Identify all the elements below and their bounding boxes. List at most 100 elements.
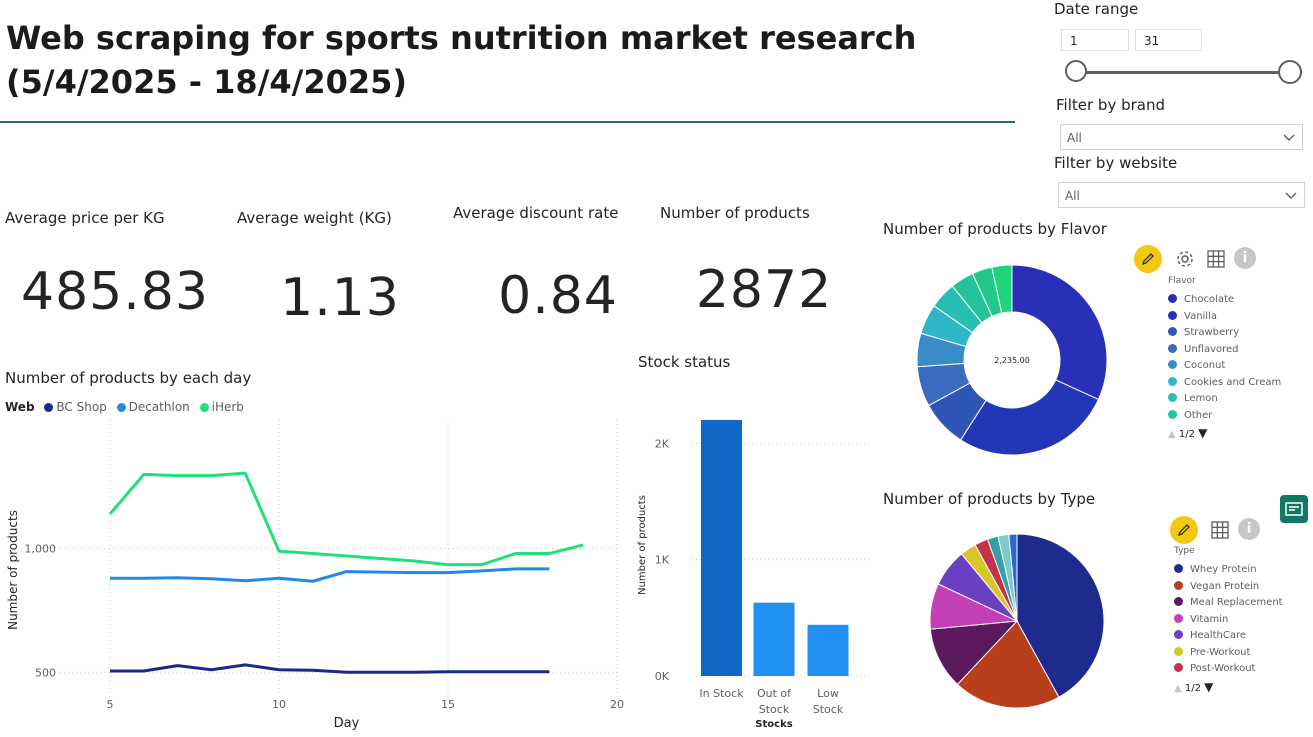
bar-low-stock[interactable] xyxy=(807,624,849,676)
line-legend-label: Decathlon xyxy=(128,400,190,414)
info-icon[interactable]: i xyxy=(1234,247,1256,269)
gear-icon[interactable] xyxy=(1173,247,1197,271)
legend-item-whey-protein[interactable]: Whey Protein xyxy=(1174,564,1309,581)
pager-up-icon[interactable]: ▲ xyxy=(1168,429,1179,440)
legend-item-post-workout[interactable]: Post-Workout xyxy=(1174,663,1309,680)
y-tick-label: 500 xyxy=(35,666,56,679)
legend-item-vegan-protein[interactable]: Vegan Protein xyxy=(1174,580,1309,598)
legend-marker xyxy=(1168,360,1177,369)
kpi-label-number-of-products: Number of products xyxy=(660,204,810,222)
legend-item-other[interactable]: Other xyxy=(1168,409,1308,427)
slice-whey-protein[interactable] xyxy=(1016,533,1105,698)
legend-label: Other xyxy=(1184,409,1213,421)
legend-label: Chocolate xyxy=(1184,294,1235,305)
table-icon[interactable] xyxy=(1204,247,1228,271)
series-line-iherb[interactable] xyxy=(108,471,584,567)
kpi-label-price-per-kg: Average price per KG xyxy=(5,209,165,227)
legend-label: Unflavored xyxy=(1184,343,1239,355)
series-line-decathlon[interactable] xyxy=(110,567,550,583)
legend-title: Type xyxy=(1174,546,1195,556)
pager-up-icon[interactable]: ▲ xyxy=(1174,682,1185,694)
line-chart[interactable]: 5 10 15 20 500 1,000 Day Number of products xyxy=(0,420,640,737)
legend-item-unflavored[interactable]: Unflavored xyxy=(1168,343,1308,361)
legend-pager[interactable]: ▲ 1/2 ▼ xyxy=(1168,426,1308,440)
legend-marker xyxy=(116,403,126,412)
x-axis-title: Stocks xyxy=(755,719,792,730)
line-legend-label: iHerb xyxy=(211,400,244,414)
bar-in-stock[interactable] xyxy=(701,420,742,676)
legend-item-cookies-and-cream[interactable]: Cookies and Cream xyxy=(1168,376,1308,394)
legend-marker xyxy=(1168,310,1177,320)
slice-other-9[interactable] xyxy=(991,264,1013,314)
x-tick-label: 20 xyxy=(610,698,624,711)
slice-vegan-protein[interactable] xyxy=(956,620,1060,709)
series-line-bc-shop[interactable] xyxy=(110,663,550,674)
legend-label: Lemon xyxy=(1184,393,1218,404)
pie-chart[interactable] xyxy=(926,530,1108,712)
line-chart-legend: Web BC Shop Decathlon iHerb xyxy=(5,400,244,414)
pager-down-icon[interactable]: ▼ xyxy=(1204,679,1214,694)
legend-item-strawberry[interactable]: Strawberry xyxy=(1168,327,1308,344)
chevron-down-icon xyxy=(1285,192,1297,199)
legend-pager[interactable]: ▲ 1/2 ▼ xyxy=(1174,680,1309,694)
edit-icon[interactable] xyxy=(1170,516,1198,544)
report-title: Web scraping for sports nutrition market… xyxy=(6,19,917,101)
kpi-label-average-weight: Average weight (KG) xyxy=(237,209,392,227)
legend-marker xyxy=(1174,663,1183,672)
edit-icon[interactable] xyxy=(1134,245,1162,273)
line-chart-title: Number of products by each day xyxy=(5,369,252,387)
date-range-min-handle[interactable] xyxy=(1065,60,1087,82)
legend-title: Flavor xyxy=(1168,276,1196,286)
line-legend-item-bc-shop[interactable]: BC Shop xyxy=(44,400,112,414)
date-range-max-input[interactable]: 31 xyxy=(1135,29,1202,51)
legend-item-lemon[interactable]: Lemon xyxy=(1168,393,1308,410)
legend-item-chocolate[interactable]: Chocolate xyxy=(1168,294,1308,311)
table-icon[interactable] xyxy=(1208,518,1232,542)
date-range-max-handle[interactable] xyxy=(1278,60,1302,84)
website-filter-dropdown[interactable]: All xyxy=(1058,182,1305,208)
donut-chart[interactable]: 2,235.00 xyxy=(910,258,1114,462)
pie-chart-title: Number of products by Type xyxy=(883,490,1096,508)
line-legend-label: BC Shop xyxy=(56,400,107,414)
legend-label: Pre-Workout xyxy=(1190,646,1251,658)
donut-center-label: 2,235.00 xyxy=(994,356,1030,365)
slice-vanilla[interactable] xyxy=(959,379,1100,456)
bar-out-of-stock[interactable] xyxy=(753,602,795,676)
pager-down-icon[interactable]: ▼ xyxy=(1198,426,1208,440)
pie-legend: Type Whey Protein Vegan Protein Meal Replac… xyxy=(1174,546,1309,694)
narrative-icon[interactable] xyxy=(1280,495,1308,523)
legend-item-healthcare[interactable]: HealthCare xyxy=(1174,630,1309,647)
info-icon[interactable]: i xyxy=(1238,518,1260,540)
kpi-value-average-weight: 1.13 xyxy=(280,268,400,328)
legend-marker xyxy=(199,403,209,412)
date-range-min-input[interactable]: 1 xyxy=(1061,29,1129,51)
brand-filter-label: Filter by brand xyxy=(1056,96,1165,114)
line-legend-item-decathlon[interactable]: Decathlon xyxy=(116,400,196,414)
legend-marker xyxy=(1174,613,1183,623)
slice-meal-replacement[interactable] xyxy=(929,620,1019,686)
legend-item-vanilla[interactable]: Vanilla xyxy=(1168,310,1308,328)
chevron-down-icon xyxy=(1283,134,1295,141)
bar-chart[interactable]: 0K 1K 2K In Stock Out of Stock Low Stock Stocks N… xyxy=(632,380,882,737)
y-axis-title: Number of products xyxy=(6,510,20,630)
legend-item-pre-workout[interactable]: Pre-Workout xyxy=(1174,646,1309,664)
line-legend-item-iherb[interactable]: iHerb xyxy=(199,400,244,414)
kpi-value-discount-rate: 0.84 xyxy=(498,266,618,326)
slice-other-9[interactable] xyxy=(1008,533,1018,622)
title-divider xyxy=(0,121,1015,123)
kpi-value-price-per-kg: 485.83 xyxy=(21,262,209,322)
y-tick-label: 2K xyxy=(655,437,670,450)
x-tick-label: 5 xyxy=(107,698,114,711)
slice-chocolate[interactable] xyxy=(1011,264,1108,401)
pager-label: 1/2 xyxy=(1178,429,1199,440)
legend-item-coconut[interactable]: Coconut xyxy=(1168,360,1308,377)
legend-item-vitamin[interactable]: Vitamin xyxy=(1174,613,1309,631)
legend-label: Post-Workout xyxy=(1190,663,1256,674)
date-range-track[interactable] xyxy=(1076,71,1290,74)
y-tick-label: 1,000 xyxy=(25,543,57,556)
x-tick-label: 10 xyxy=(272,698,286,711)
y-axis-title: Number of products xyxy=(637,495,648,595)
brand-filter-dropdown[interactable]: All xyxy=(1060,124,1303,150)
legend-item-meal-replacement[interactable]: Meal Replacement xyxy=(1174,597,1309,614)
legend-marker xyxy=(1168,376,1177,386)
